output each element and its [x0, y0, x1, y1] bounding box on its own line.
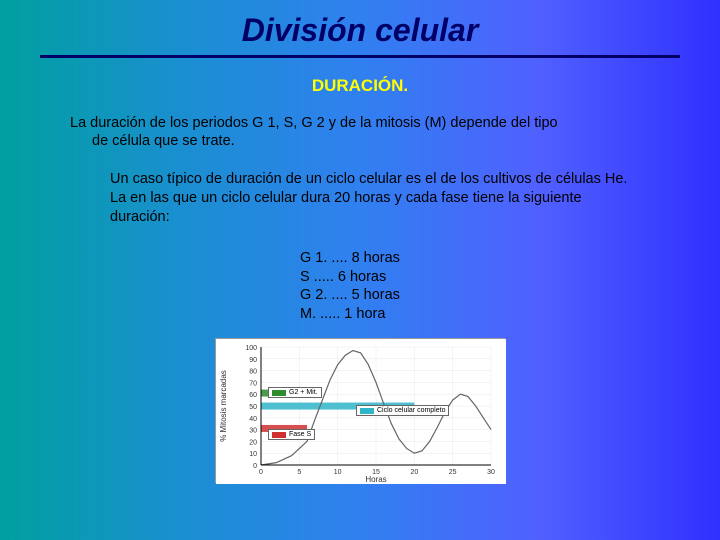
phase-m: M. ..... 1 hora [300, 305, 720, 324]
svg-text:Horas: Horas [365, 475, 386, 484]
phase-s: S ..... 6 horas [300, 268, 720, 287]
legend-swatch [360, 408, 374, 414]
svg-text:% Mitosis marcadas: % Mitosis marcadas [219, 370, 228, 442]
svg-text:0: 0 [253, 463, 257, 470]
mitosis-chart: 0102030405060708090100051015202530Horas%… [215, 338, 505, 483]
legend-g2-mit-: G2 + Mit. [268, 387, 322, 398]
legend-label: G2 + Mit. [289, 389, 318, 396]
paragraph-1: La duración de los periodos G 1, S, G 2 … [70, 114, 650, 150]
svg-text:10: 10 [249, 451, 257, 458]
svg-text:30: 30 [249, 428, 257, 435]
svg-text:20: 20 [249, 440, 257, 447]
svg-text:10: 10 [334, 469, 342, 476]
para1-line2: de célula que se trate. [70, 132, 650, 150]
phase-g1: G 1. .... 8 horas [300, 249, 720, 268]
title-divider [40, 55, 680, 58]
svg-text:5: 5 [297, 469, 301, 476]
svg-text:60: 60 [249, 392, 257, 399]
svg-text:100: 100 [245, 345, 257, 352]
legend-label: Fase S [289, 431, 311, 438]
svg-text:80: 80 [249, 369, 257, 376]
legend-fase-s: Fase S [268, 429, 315, 440]
page-title: División celular [0, 0, 720, 55]
svg-text:50: 50 [249, 404, 257, 411]
para1-line1: La duración de los periodos G 1, S, G 2 … [70, 115, 558, 131]
svg-text:0: 0 [259, 469, 263, 476]
svg-text:40: 40 [249, 416, 257, 423]
svg-text:20: 20 [410, 469, 418, 476]
phase-g2: G 2. .... 5 horas [300, 286, 720, 305]
section-subtitle: DURACIÓN. [0, 76, 720, 96]
paragraph-2: Un caso típico de duración de un ciclo c… [110, 170, 630, 227]
legend-ciclo-celular-completo: Ciclo celular completo [356, 405, 449, 416]
legend-label: Ciclo celular completo [377, 407, 445, 414]
svg-text:90: 90 [249, 357, 257, 364]
legend-swatch [272, 390, 286, 396]
svg-text:25: 25 [449, 469, 457, 476]
svg-text:70: 70 [249, 381, 257, 388]
legend-swatch [272, 432, 286, 438]
phase-list: G 1. .... 8 horas S ..... 6 horas G 2. .… [300, 249, 720, 324]
svg-text:30: 30 [487, 469, 495, 476]
